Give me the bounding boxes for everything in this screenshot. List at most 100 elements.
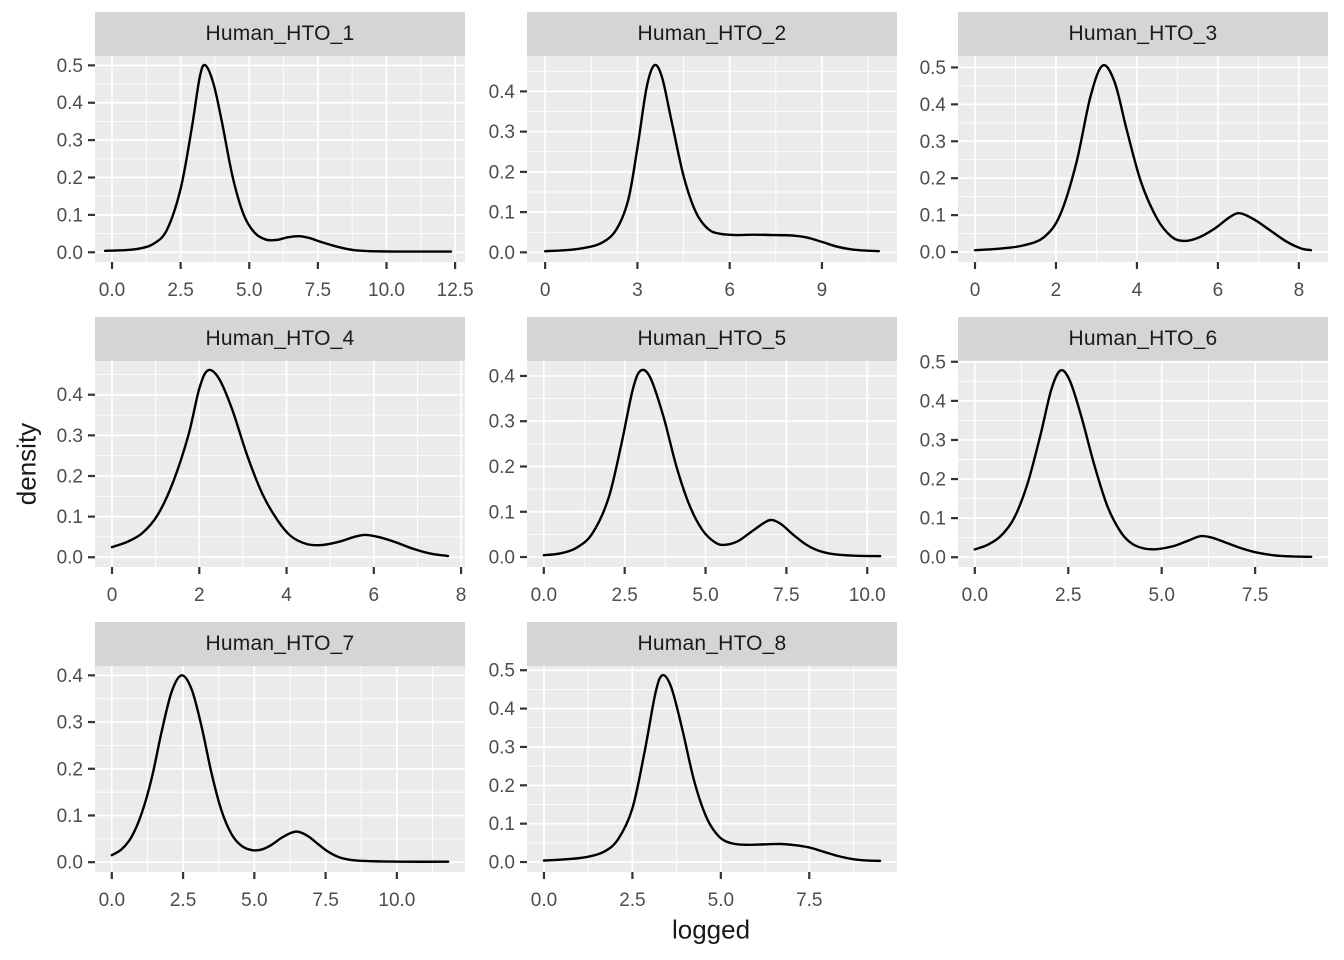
density-plot-svg: 0.0 2.5 5.0 7.5 0.0 0.1 0.2 0.3 0.4 0.5 (920, 352, 1328, 606)
y-tick-label: 0.3 (489, 737, 515, 758)
density-plot-svg: 0.0 2.5 5.0 7.5 10.0 12.5 0.0 0.1 0.2 0.3 0.4 0.5 (57, 56, 474, 301)
x-tick-label: 10.0 (368, 280, 405, 301)
facet-human-hto-6: Human_HTO_6 0.0 2.5 5.0 7.5 0.0 0.1 0.2 0.3 0.4 0… (892, 317, 1328, 613)
facet-strip: Human_HTO_1 (95, 12, 465, 56)
y-tick-label: 0.5 (920, 352, 946, 373)
y-tick-label: 0.3 (920, 132, 946, 153)
y-tick-label: 0.1 (489, 203, 515, 224)
x-tick-label: 2.5 (167, 280, 193, 301)
density-curve (110, 674, 450, 863)
y-tick-label: 0.3 (57, 713, 83, 734)
y-tick-label: 0.3 (57, 131, 83, 152)
x-tick-label: 7.5 (312, 890, 338, 911)
x-tick-label: 10.0 (378, 890, 415, 911)
x-tick-label: 7.5 (773, 585, 799, 606)
x-tick-label: 7.5 (796, 890, 822, 911)
facet-strip: Human_HTO_2 (527, 12, 897, 56)
y-tick-label: 0.4 (489, 699, 516, 720)
facet-title: Human_HTO_6 (1068, 327, 1218, 350)
x-tick-label: 0 (970, 280, 981, 301)
x-tick-label: 2.5 (611, 585, 637, 606)
x-tick-label: 6 (369, 585, 380, 606)
facet-human-hto-7: Human_HTO_7 0.0 2.5 5.0 7.5 10.0 0.0 0.1 0.2 0.3… (29, 622, 465, 918)
y-tick-label: 0.5 (57, 56, 83, 77)
density-plot-svg: 0.0 2.5 5.0 7.5 0.0 0.1 0.2 0.3 0.4 0.5 (489, 661, 897, 911)
facet-strip: Human_HTO_3 (958, 12, 1328, 56)
x-tick-label: 0 (107, 585, 118, 606)
y-axis-title: density (11, 422, 42, 506)
facet-title: Human_HTO_4 (205, 327, 355, 350)
y-tick-label: 0.4 (920, 95, 947, 116)
density-curve (543, 63, 881, 253)
y-tick-label: 0.3 (489, 122, 515, 143)
facet-human-hto-3: Human_HTO_3 0 2 4 6 8 0.0 0.1 0.2 0.3 0.4 0.5 (892, 12, 1328, 308)
y-tick-label: 0.2 (489, 457, 515, 478)
facet-strip: Human_HTO_7 (95, 622, 465, 666)
x-tick-label: 4 (1132, 280, 1143, 301)
y-tick-label: 0.4 (57, 666, 84, 687)
x-tick-label: 7.5 (305, 280, 331, 301)
facet-title: Human_HTO_2 (637, 22, 787, 45)
y-tick-label: 0.0 (920, 243, 946, 264)
density-plot-svg: 0.0 2.5 5.0 7.5 10.0 0.0 0.1 0.2 0.3 0.4 (489, 361, 897, 606)
facet-title: Human_HTO_1 (205, 22, 355, 45)
x-tick-label: 5.0 (236, 280, 262, 301)
facet-human-hto-5: Human_HTO_5 0.0 2.5 5.0 7.5 10.0 0.0 0.1 0.2 0.3… (461, 317, 897, 613)
facet-strip: Human_HTO_8 (527, 622, 897, 666)
y-tick-label: 0.0 (489, 243, 515, 264)
x-tick-label: 4 (281, 585, 292, 606)
x-tick-label: 2.5 (619, 890, 645, 911)
x-tick-label: 5.0 (241, 890, 267, 911)
y-tick-label: 0.0 (57, 853, 83, 874)
x-tick-label: 0.0 (531, 890, 557, 911)
x-tick-label: 0.0 (99, 280, 125, 301)
y-tick-label: 0.2 (920, 169, 946, 190)
facet-title: Human_HTO_5 (637, 327, 787, 350)
facet-strip: Human_HTO_5 (527, 317, 897, 361)
x-tick-label: 7.5 (1242, 585, 1268, 606)
y-tick-label: 0.0 (920, 548, 946, 569)
x-tick-label: 0.0 (962, 585, 988, 606)
y-tick-label: 0.1 (920, 206, 946, 227)
y-tick-label: 0.0 (57, 548, 83, 569)
facet-human-hto-4: Human_HTO_4 0 2 4 6 8 0.0 0.1 0.2 0.3 0.4 (29, 317, 466, 613)
y-tick-label: 0.1 (489, 814, 515, 835)
density-plot-svg: 0 3 6 9 0.0 0.1 0.2 0.3 0.4 (489, 56, 897, 301)
y-tick-label: 0.4 (920, 391, 947, 412)
x-tick-label: 0.0 (531, 585, 557, 606)
y-tick-label: 0.0 (57, 243, 83, 264)
x-axis-title: logged (671, 914, 751, 945)
y-tick-label: 0.2 (57, 466, 83, 487)
x-tick-label: 8 (1294, 280, 1305, 301)
y-tick-label: 0.1 (57, 205, 83, 226)
y-tick-label: 0.0 (489, 853, 515, 874)
facet-strip: Human_HTO_6 (958, 317, 1328, 361)
y-tick-label: 0.1 (57, 507, 83, 528)
y-tick-label: 0.4 (57, 93, 84, 114)
facet-human-hto-1: Human_HTO_1 0.0 2.5 5.0 7.5 10.0 12.5 0.0 0.1 0.… (29, 12, 474, 308)
density-plot-svg: 0 2 4 6 8 0.0 0.1 0.2 0.3 0.4 (57, 361, 466, 606)
density-curve (973, 64, 1313, 252)
facet-title: Human_HTO_7 (205, 632, 355, 655)
facet-human-hto-8: Human_HTO_8 0.0 2.5 5.0 7.5 0.0 0.1 0.2 0.3 0.4 0… (461, 622, 897, 918)
x-tick-label: 2 (194, 585, 205, 606)
x-tick-label: 9 (817, 280, 828, 301)
density-plot-svg: 0.0 2.5 5.0 7.5 10.0 0.0 0.1 0.2 0.3 0.4 (57, 666, 465, 911)
facet-human-hto-2: Human_HTO_2 0 3 6 9 0.0 0.1 0.2 0.3 0.4 (461, 12, 897, 308)
x-tick-label: 0 (540, 280, 551, 301)
x-tick-label: 12.5 (437, 280, 474, 301)
x-tick-label: 0.0 (99, 890, 125, 911)
y-tick-label: 0.4 (489, 366, 516, 387)
facet-title: Human_HTO_8 (637, 632, 787, 655)
facet-title: Human_HTO_3 (1068, 22, 1218, 45)
y-tick-label: 0.5 (489, 661, 515, 682)
x-tick-label: 2 (1051, 280, 1062, 301)
density-curve (542, 673, 882, 863)
density-plot-svg: 0 2 4 6 8 0.0 0.1 0.2 0.3 0.4 0.5 (920, 56, 1328, 301)
density-curve (110, 368, 450, 558)
y-tick-label: 0.2 (489, 162, 515, 183)
y-tick-label: 0.0 (489, 548, 515, 569)
x-tick-label: 6 (724, 280, 735, 301)
y-tick-label: 0.1 (920, 509, 946, 530)
